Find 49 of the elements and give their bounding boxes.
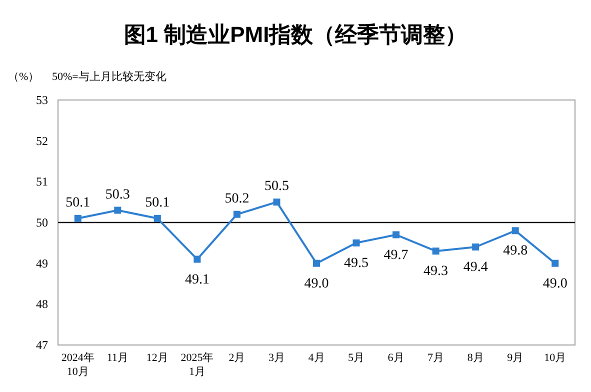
point (233, 210, 240, 218)
x-tick-label: 9月 (507, 352, 524, 364)
point (273, 198, 280, 206)
y-tick-label: 48 (36, 297, 48, 312)
y-axis-title: （%） (8, 71, 40, 83)
x-tick-label: 8月 (467, 352, 484, 364)
y-tick-label: 51 (36, 174, 48, 189)
point (74, 214, 82, 222)
x-tick-label: 2月 (228, 352, 246, 364)
x-tick-label: 10月 (544, 352, 566, 364)
y-tick-label: 52 (36, 134, 48, 148)
point (432, 248, 440, 255)
x-tick-label: 7月 (428, 352, 444, 364)
data-label: 50.5 (264, 179, 289, 194)
x-tick-label: 11月 (106, 352, 128, 364)
y-tick-label: 47 (36, 338, 48, 352)
data-label: 49.3 (424, 264, 448, 280)
data-label: 50.1 (66, 195, 90, 210)
point (512, 227, 519, 234)
y-tick-label: 49 (36, 256, 48, 270)
data-label: 50.1 (145, 195, 170, 210)
data-label: 49.8 (503, 244, 528, 259)
data-label: 50.2 (224, 191, 250, 206)
x-tick-label: 3月 (268, 352, 285, 364)
y-tick-label: 50 (36, 216, 48, 230)
data-label: 49.0 (304, 276, 329, 292)
point (392, 231, 400, 238)
data-label: 49.7 (384, 248, 408, 263)
point (472, 244, 480, 250)
x-tick-label: 12月 (146, 352, 168, 364)
x-tick-label: 4月 (308, 352, 325, 364)
chart-title: 图1 制造业PMI指数（经季节调整） (124, 22, 468, 47)
point (352, 239, 360, 246)
data-label: 50.3 (105, 187, 130, 202)
point (313, 260, 320, 267)
data-label: 49.1 (184, 272, 210, 288)
data-label: 49.5 (344, 256, 369, 271)
point (154, 214, 161, 222)
x-tick-label: 5月 (348, 352, 365, 364)
point (114, 206, 122, 214)
text: 50%=与上月比较无变化 (52, 70, 166, 83)
x-tick-label: 2025年1月 (180, 352, 214, 378)
data-label: 49.0 (542, 276, 568, 292)
y-tick-label: 53 (36, 93, 48, 107)
point (552, 260, 559, 267)
data-label: 49.4 (463, 260, 488, 275)
x-tick-label: 2024年10月 (61, 352, 94, 378)
point (194, 256, 201, 263)
x-tick-label: 6月 (388, 352, 404, 364)
